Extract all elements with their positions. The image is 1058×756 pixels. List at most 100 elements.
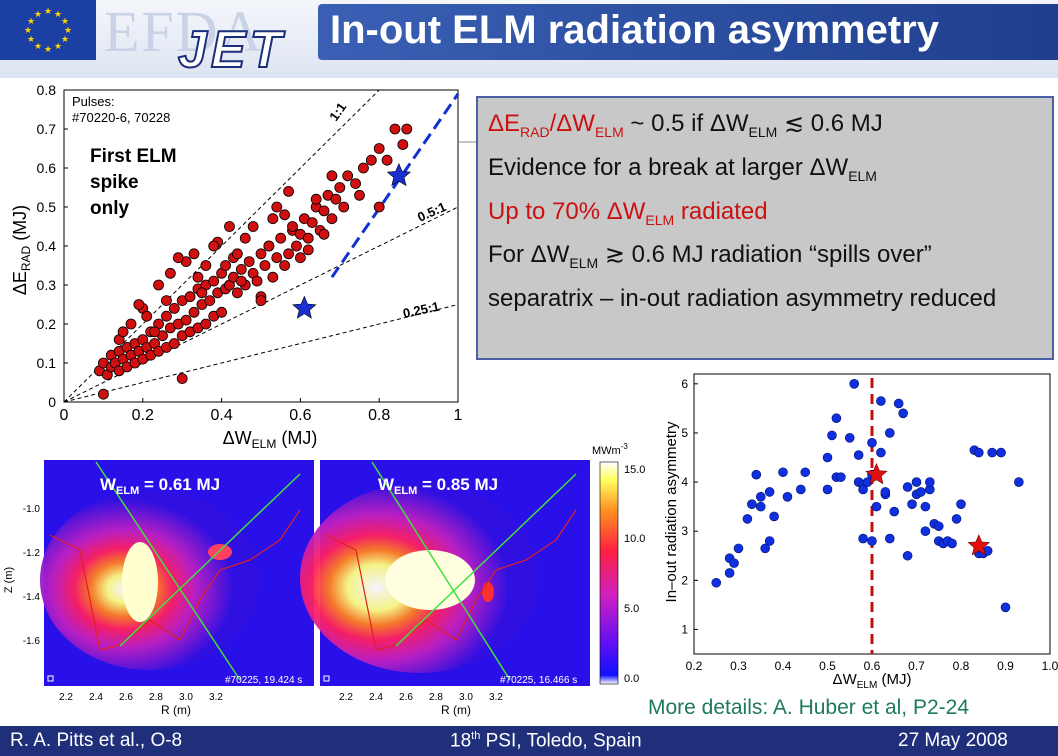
footer-author: R. A. Pitts et al., O-8 bbox=[10, 730, 183, 751]
asym-xtick: 0.8 bbox=[953, 659, 970, 673]
main-ytick: 0.1 bbox=[37, 355, 57, 371]
data-point bbox=[180, 314, 192, 326]
data-point bbox=[200, 318, 212, 330]
main-ytick: 0.7 bbox=[37, 121, 57, 137]
asym-highlight-star bbox=[967, 534, 991, 556]
asym-data-point bbox=[836, 472, 846, 482]
data-point bbox=[350, 178, 361, 189]
asym-ytick: 1 bbox=[681, 622, 688, 636]
footer-conference: 18th PSI, Toledo, Spain bbox=[450, 730, 642, 752]
header: ★ ★ ★ ★ ★ ★ ★ ★ ★ ★ ★ ★ EFDA JET In-out ELM radi… bbox=[0, 0, 1058, 80]
svg-text:★: ★ bbox=[27, 16, 35, 26]
asymmetry-scatter-chart: 0.2 0.3 0.4 0.5 0.6 0.7 0.8 0.9 1.0 1 2 3 4 5 6 In–out… bbox=[663, 373, 1058, 691]
data-point bbox=[161, 295, 172, 307]
asym-data-point bbox=[778, 467, 788, 478]
asym-data-point bbox=[920, 526, 931, 536]
asym-data-point bbox=[956, 499, 966, 509]
data-point bbox=[291, 240, 302, 252]
data-point bbox=[200, 260, 212, 271]
map-right-separatrix-2 bbox=[395, 473, 577, 647]
data-point bbox=[365, 154, 377, 166]
asym-data-point bbox=[867, 536, 877, 546]
asym-data-point bbox=[747, 499, 757, 509]
asym-data-point bbox=[1014, 477, 1024, 487]
map-right-xtick-6: 3.2 bbox=[489, 692, 503, 703]
asym-y-axis-label: In–out radiation asymmetry bbox=[663, 421, 680, 602]
data-point bbox=[231, 287, 243, 299]
map-right-xtick-1: 2.2 bbox=[339, 692, 353, 703]
main-xtick: 0.8 bbox=[368, 407, 390, 424]
more-details-link[interactable]: More details: A. Huber et al, P2-24 bbox=[648, 696, 969, 719]
page-title: In-out ELM radiation asymmetry bbox=[330, 8, 939, 52]
asym-ytick: 2 bbox=[681, 573, 688, 587]
main-xtick: 1 bbox=[454, 407, 463, 424]
asym-data-point bbox=[764, 536, 775, 546]
data-point bbox=[358, 162, 369, 174]
data-point bbox=[153, 279, 164, 291]
data-point bbox=[263, 240, 275, 252]
data-point bbox=[283, 248, 294, 260]
main-ytick: 0 bbox=[48, 394, 56, 410]
efda-logo: EFDA bbox=[104, 0, 264, 64]
map-ytick-1: -1.0 bbox=[23, 504, 41, 515]
data-point bbox=[326, 170, 338, 182]
svg-text:★: ★ bbox=[44, 6, 52, 16]
asym-data-point bbox=[885, 533, 895, 544]
data-point bbox=[168, 302, 180, 314]
data-point bbox=[389, 123, 401, 135]
asym-data-point bbox=[849, 379, 859, 389]
data-point bbox=[172, 252, 184, 264]
data-point bbox=[220, 260, 231, 271]
main-ytick: 0.6 bbox=[37, 160, 57, 176]
colorbar-tick-15: 15.0 bbox=[624, 464, 645, 476]
x-axis-label: ΔWELM (MJ) bbox=[223, 428, 318, 451]
asym-data-point bbox=[947, 538, 957, 549]
ref-line-3 bbox=[63, 304, 459, 403]
map-right-xtick-2: 2.4 bbox=[369, 692, 383, 703]
asym-xtick: 0.4 bbox=[775, 659, 792, 673]
asym-data-point bbox=[889, 506, 900, 517]
callout-line-2: Evidence for a break at larger ΔWELM bbox=[488, 153, 877, 184]
data-point bbox=[330, 193, 342, 205]
asym-data-point bbox=[933, 521, 944, 532]
asym-data-point bbox=[1000, 602, 1011, 613]
data-point bbox=[231, 248, 243, 260]
map-right-hotspot bbox=[385, 550, 475, 610]
data-point bbox=[373, 201, 385, 213]
data-point bbox=[302, 232, 314, 244]
asym-data-point bbox=[858, 533, 868, 544]
data-point bbox=[243, 256, 255, 268]
asym-data-point bbox=[867, 437, 877, 448]
data-point bbox=[235, 275, 247, 287]
svg-text:★: ★ bbox=[24, 25, 32, 35]
asym-data-point bbox=[973, 447, 984, 458]
asym-data-point bbox=[987, 447, 997, 458]
asym-data-point bbox=[764, 487, 775, 497]
data-point bbox=[255, 295, 267, 307]
asym-data-point bbox=[729, 558, 739, 568]
asym-ytick: 6 bbox=[681, 377, 688, 391]
data-point bbox=[164, 267, 176, 279]
asym-data-point bbox=[911, 477, 922, 487]
map-ytick-3: -1.4 bbox=[23, 592, 41, 603]
svg-text:★: ★ bbox=[61, 16, 69, 26]
data-point bbox=[310, 193, 322, 205]
asym-data-point bbox=[893, 398, 904, 409]
data-point bbox=[224, 221, 235, 232]
data-point bbox=[208, 240, 220, 252]
footer-date: 27 May 2008 bbox=[898, 730, 1008, 751]
fit-line bbox=[330, 93, 460, 279]
highlight-star bbox=[292, 295, 317, 319]
svg-text:★: ★ bbox=[34, 41, 42, 51]
data-point bbox=[149, 326, 161, 338]
svg-text:★: ★ bbox=[54, 41, 62, 51]
data-point bbox=[283, 186, 294, 197]
asym-data-point bbox=[782, 492, 793, 502]
svg-text:★: ★ bbox=[64, 25, 72, 35]
asym-data-point bbox=[853, 450, 864, 460]
main-xtick: 0.6 bbox=[289, 407, 311, 424]
legend-pulses-value: #70220-6, 70228 bbox=[72, 110, 170, 125]
asym-data-point bbox=[871, 501, 882, 512]
map-right-wall bbox=[325, 509, 577, 651]
data-point bbox=[318, 228, 330, 240]
